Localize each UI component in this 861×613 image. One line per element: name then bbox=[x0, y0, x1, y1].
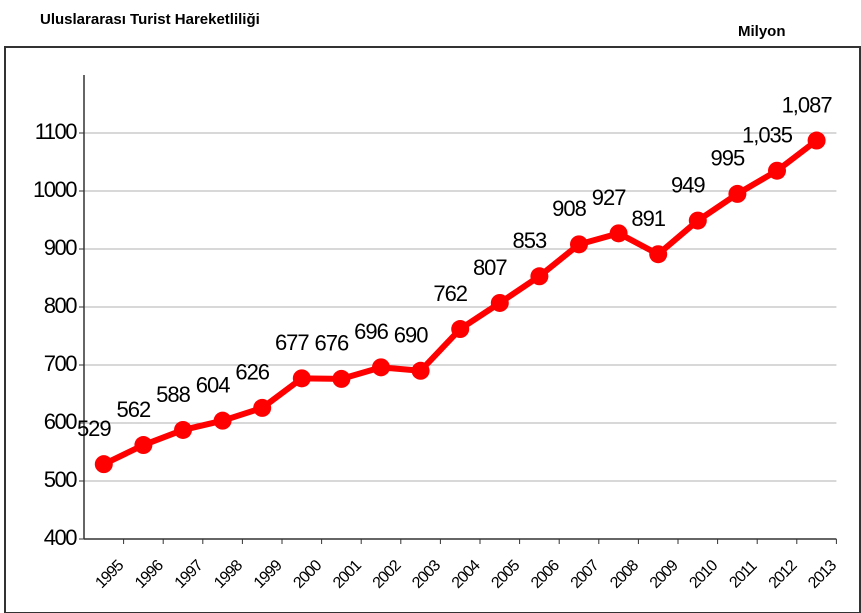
data-label: 891 bbox=[631, 206, 665, 231]
y-tick-label: 800 bbox=[44, 293, 77, 318]
marker bbox=[728, 184, 747, 203]
marker bbox=[807, 131, 826, 150]
x-tick-label: 2004 bbox=[449, 557, 484, 592]
marker bbox=[213, 411, 232, 430]
marker bbox=[292, 369, 311, 388]
x-tick-label: 2000 bbox=[290, 557, 325, 592]
data-label: 995 bbox=[711, 146, 745, 171]
marker bbox=[649, 245, 668, 264]
data-label: 529 bbox=[77, 416, 111, 441]
data-label: 677 bbox=[275, 330, 309, 355]
y-tick-label: 600 bbox=[44, 409, 77, 434]
x-tick-label: 2002 bbox=[370, 557, 405, 592]
marker bbox=[451, 320, 470, 339]
x-tick-label: 2012 bbox=[766, 557, 801, 592]
marker bbox=[134, 436, 153, 455]
marker bbox=[688, 211, 707, 230]
marker bbox=[372, 358, 390, 377]
marker bbox=[609, 224, 628, 243]
data-label: 604 bbox=[196, 372, 230, 397]
x-tick-label: 2001 bbox=[330, 557, 365, 592]
x-tick-label: 2009 bbox=[647, 557, 682, 592]
data-label: 1,035 bbox=[742, 123, 793, 148]
marker bbox=[332, 369, 351, 388]
marker bbox=[530, 267, 549, 286]
data-label: 762 bbox=[433, 281, 467, 306]
data-label: 949 bbox=[671, 172, 705, 197]
x-tick-label: 2003 bbox=[409, 557, 444, 592]
chart-frame bbox=[4, 46, 861, 613]
y-tick-label: 700 bbox=[44, 351, 77, 376]
data-label: 676 bbox=[315, 331, 349, 356]
y-tick-label: 1000 bbox=[33, 177, 77, 202]
data-label: 562 bbox=[117, 397, 151, 422]
data-label: 588 bbox=[156, 382, 190, 407]
data-label: 1,087 bbox=[782, 92, 833, 117]
x-tick-label: 2013 bbox=[805, 557, 840, 592]
data-label: 690 bbox=[394, 323, 428, 348]
x-tick-label: 1995 bbox=[92, 557, 127, 592]
x-tick-label: 2007 bbox=[568, 557, 603, 592]
data-label: 908 bbox=[552, 196, 586, 221]
marker bbox=[174, 420, 192, 439]
marker bbox=[490, 293, 509, 312]
y-tick-label: 500 bbox=[44, 467, 77, 492]
y-tick-label: 900 bbox=[44, 235, 77, 260]
x-tick-label: 1997 bbox=[172, 557, 207, 592]
x-tick-label: 2006 bbox=[528, 557, 563, 592]
marker bbox=[253, 398, 272, 417]
data-label: 807 bbox=[473, 255, 507, 280]
data-label: 927 bbox=[592, 185, 626, 210]
data-label: 626 bbox=[235, 360, 269, 385]
marker bbox=[94, 455, 113, 474]
marker bbox=[570, 235, 588, 254]
x-tick-label: 2010 bbox=[686, 557, 721, 592]
marker bbox=[411, 361, 430, 380]
data-label: 853 bbox=[513, 228, 547, 253]
x-tick-label: 1996 bbox=[132, 557, 167, 592]
marker bbox=[768, 161, 786, 180]
x-tick-label: 1998 bbox=[211, 557, 246, 592]
data-label: 696 bbox=[354, 319, 388, 344]
chart-title: Uluslararası Turist Hareketliliği bbox=[40, 11, 260, 28]
x-tick-label: 2008 bbox=[607, 557, 642, 592]
x-tick-label: 2005 bbox=[488, 557, 523, 592]
x-tick-label: 2011 bbox=[726, 557, 760, 591]
y-tick-label: 400 bbox=[44, 525, 77, 550]
unit-label: Milyon bbox=[738, 23, 786, 40]
y-tick-label: 1100 bbox=[35, 119, 78, 144]
x-tick-label: 1999 bbox=[251, 557, 286, 592]
